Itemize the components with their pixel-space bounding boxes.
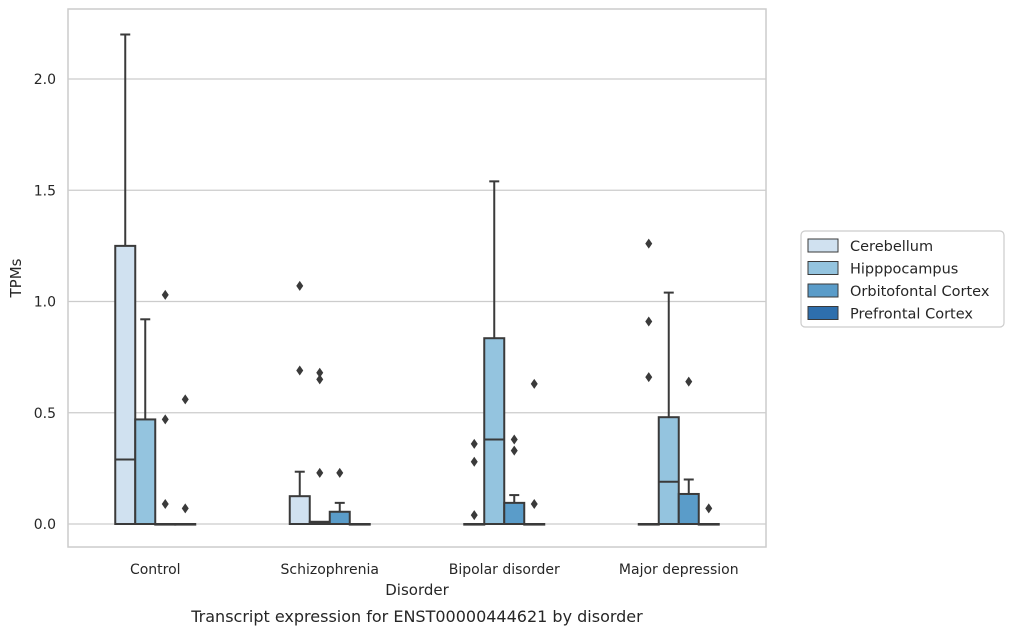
box [114,244,137,525]
outlier-point [510,434,518,445]
x-tick-label: Major depression [619,562,739,578]
outlier-point [316,467,324,478]
outlier-point [336,467,344,478]
legend-swatch [807,306,839,320]
outlier-point [510,445,518,456]
y-tick-label: 0.0 [34,517,56,533]
outlier-point [470,456,478,467]
outlier-point [645,316,653,327]
legend-label: Hipppocampus [850,262,958,278]
outlier-point [530,498,538,509]
box-group [154,289,177,526]
box-group [697,503,720,526]
box-group [114,33,137,525]
legend-label: Orbitofontal Cortex [850,284,990,300]
box-group [134,318,157,525]
box [503,501,526,525]
legend-swatch [807,261,839,275]
outlier-point [181,394,189,405]
x-tick-label: Schizophrenia [281,562,379,578]
legend: Cerebellum Hipppocampus Orbitofontal Corte… [800,230,1005,328]
box-group [503,434,526,525]
plot-frame [67,8,767,548]
outlier-point [161,498,169,509]
outlier-point [470,510,478,521]
box [288,495,311,525]
box-group [308,367,331,526]
y-axis-label: TPMs [7,258,25,298]
box [483,337,506,525]
box-group [174,394,197,526]
outlier-point [705,503,713,514]
outlier-point [685,376,693,387]
outlier-point [161,289,169,300]
outlier-point [530,378,538,389]
x-tick-label: Bipolar disorder [449,562,560,578]
outlier-point [470,438,478,449]
outlier-point [645,372,653,383]
box-group [288,280,311,525]
box-group [463,438,486,526]
box-group [523,378,546,526]
y-tick-label: 0.5 [34,406,56,422]
box [677,492,700,525]
y-tick-label: 2.0 [34,72,56,88]
x-ticks: Control Schizophrenia Bipolar disorder Majo… [130,562,739,578]
outlier-point [181,503,189,514]
outlier-point [316,367,324,378]
outlier-point [296,365,304,376]
box-group [348,523,371,526]
legend-swatch [807,238,839,253]
box [657,416,680,526]
box-group [677,376,700,525]
y-tick-label: 1.0 [34,295,56,311]
outlier-point [161,414,169,425]
outlier-point [645,238,653,249]
x-axis-label: Disorder [385,581,449,599]
box [328,510,351,526]
legend-swatch [807,283,839,298]
chart-caption: Transcript expression for ENST0000044462… [190,607,643,626]
y-tick-label: 1.5 [34,183,56,199]
box-group [328,467,351,526]
y-ticks: 0.0 0.5 1.0 1.5 2.0 [34,72,56,533]
box [134,418,157,525]
box-group [637,238,660,526]
legend-label: Cerebellum [850,239,933,255]
outlier-point [296,280,304,291]
outlier-point [316,374,324,385]
box-group [483,180,506,525]
legend-label: Prefrontal Cortex [850,307,973,323]
boxes [114,33,720,526]
x-tick-label: Control [130,562,181,578]
legend-frame [800,230,1005,328]
box-group [657,291,680,526]
